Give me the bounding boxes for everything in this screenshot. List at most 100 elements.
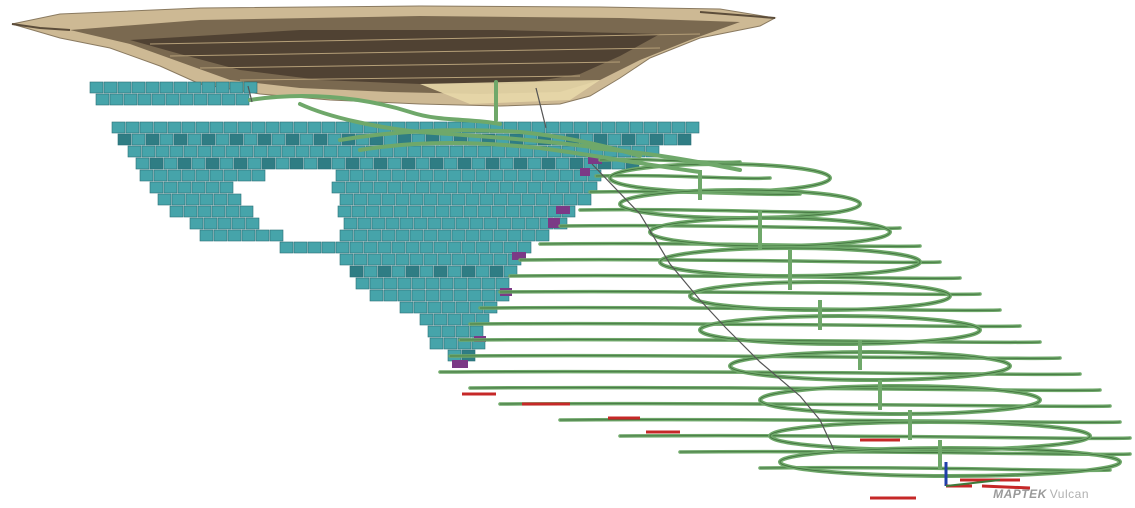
stope-block — [103, 81, 118, 94]
stope-block — [555, 181, 570, 194]
stope-block — [381, 253, 396, 266]
stope-block — [229, 81, 244, 94]
stope-block — [349, 265, 364, 278]
watermark-brand: MAPTEK — [993, 487, 1047, 501]
stope-block — [183, 205, 198, 218]
stope-block — [149, 157, 164, 170]
stope-block — [337, 145, 352, 158]
stope-block — [429, 337, 444, 350]
stope-block — [521, 193, 536, 206]
stope-block — [397, 289, 412, 302]
stope-block — [407, 205, 422, 218]
stope-block — [395, 253, 410, 266]
stope-block — [349, 241, 364, 254]
stope-block — [461, 313, 476, 326]
stope-block — [451, 253, 466, 266]
stope-block — [545, 121, 560, 134]
stope-block — [215, 133, 230, 146]
stope-block — [365, 205, 380, 218]
stope-block — [367, 229, 382, 242]
stope-block — [307, 241, 322, 254]
stope-block — [111, 121, 126, 134]
stope-block — [321, 121, 336, 134]
stope-block — [139, 121, 154, 134]
stope-block — [131, 133, 146, 146]
stope-block — [415, 157, 430, 170]
stope-block — [677, 133, 692, 146]
stope-block — [489, 241, 504, 254]
stope-block — [405, 265, 420, 278]
stope-block — [433, 241, 448, 254]
stope-block — [275, 157, 290, 170]
stope-block — [209, 121, 224, 134]
stope-block — [491, 145, 506, 158]
stope-block — [227, 193, 242, 206]
stope-block — [435, 145, 450, 158]
stope-block — [377, 265, 392, 278]
stope-block — [663, 133, 678, 146]
stope-block — [671, 121, 686, 134]
stope-block — [131, 81, 146, 94]
stope-block — [497, 217, 512, 230]
stope-block — [533, 145, 548, 158]
stope-block — [353, 229, 368, 242]
stope-block — [455, 217, 470, 230]
stope-block — [465, 193, 480, 206]
stope-block — [229, 133, 244, 146]
stope-block — [171, 193, 186, 206]
stope-block — [485, 181, 500, 194]
stope-block — [507, 193, 522, 206]
stope-block — [155, 145, 170, 158]
stope-block — [331, 181, 346, 194]
stope-block — [485, 157, 500, 170]
stope-block — [441, 301, 456, 314]
stope-block — [299, 133, 314, 146]
stope-block — [621, 133, 636, 146]
stope-block — [377, 169, 392, 182]
stope-block — [391, 169, 406, 182]
stope-block — [401, 181, 416, 194]
stope-block — [527, 181, 542, 194]
stope-block — [223, 121, 238, 134]
stope-block — [173, 133, 188, 146]
stope-block — [239, 205, 254, 218]
stope-block — [635, 133, 650, 146]
stope-block — [109, 93, 124, 106]
stope-block — [449, 145, 464, 158]
stope-block — [117, 81, 132, 94]
stope-block — [197, 145, 212, 158]
stope-block — [457, 181, 472, 194]
stope-block — [503, 241, 518, 254]
stope-block — [339, 229, 354, 242]
stope-block — [377, 241, 392, 254]
stope-block — [489, 169, 504, 182]
stope-block — [535, 193, 550, 206]
stope-block — [455, 301, 470, 314]
stope-block — [477, 205, 492, 218]
stope-block — [387, 181, 402, 194]
stope-block — [467, 289, 482, 302]
open-pit-surface — [11, 5, 777, 107]
stope-block — [209, 169, 224, 182]
stope-block — [449, 205, 464, 218]
vendor-watermark: MAPTEK Vulcan — [993, 487, 1089, 501]
stope-block — [441, 325, 456, 338]
stope-block — [411, 289, 426, 302]
stope-block — [225, 145, 240, 158]
stope-block — [335, 241, 350, 254]
level-drives — [438, 157, 1132, 473]
stope-block — [499, 157, 514, 170]
stope-block — [235, 93, 250, 106]
stope-block — [187, 133, 202, 146]
stope-block — [261, 157, 276, 170]
level-drive-edge — [499, 403, 1111, 407]
stope-block — [489, 265, 504, 278]
stope-block — [429, 157, 444, 170]
stope-block — [427, 217, 442, 230]
stope-block — [469, 217, 484, 230]
stope-block — [555, 157, 570, 170]
ramp-loop-edge — [759, 385, 1041, 415]
stope-block — [363, 265, 378, 278]
stope-block — [369, 289, 384, 302]
